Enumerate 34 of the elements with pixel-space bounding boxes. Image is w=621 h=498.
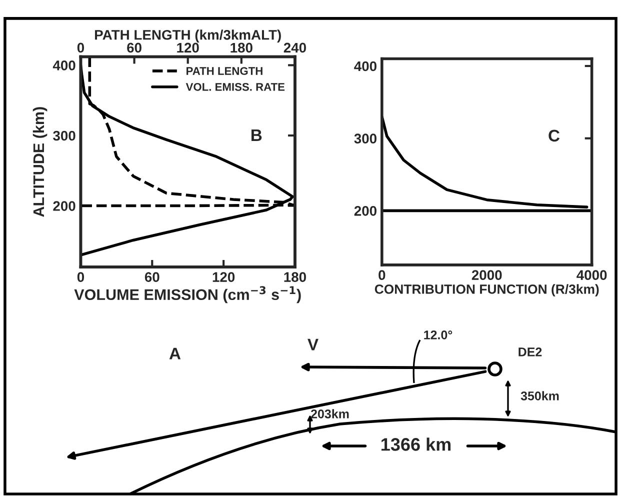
y-tick-label: 400 — [52, 60, 76, 70]
annotation: B — [252, 129, 262, 141]
y-tick-label: 400 — [354, 61, 376, 72]
text: 350km — [520, 391, 559, 400]
text: 203km — [310, 409, 349, 418]
x-tick-label: 0 — [378, 270, 386, 280]
x-tick-label: 60 — [144, 272, 160, 282]
legend-label: VOL. EMISS. RATE — [186, 82, 285, 91]
x2-tick-label: 240 — [284, 42, 306, 53]
x-tick-label: 0 — [77, 272, 84, 282]
y-tick-label: 200 — [354, 206, 376, 216]
y-tick-label: 300 — [354, 134, 376, 144]
y-tick-label: 200 — [53, 201, 76, 211]
x-tick-label: 180 — [284, 272, 306, 282]
x-tick-label: 120 — [212, 272, 235, 282]
y-axis-title: ALTITUDE (km) — [32, 107, 48, 217]
x2-tick-label: 180 — [230, 42, 252, 53]
line-series — [382, 115, 588, 208]
text: A — [169, 348, 181, 360]
text: DE2 — [518, 348, 542, 356]
legend-label: PATH LENGTH — [186, 67, 262, 75]
x-tick-label: 4000 — [576, 270, 607, 280]
x2-tick-label: 60 — [127, 42, 142, 53]
x2-tick-label: 120 — [177, 42, 199, 53]
x-axis-title: CONTRIBUTION FUNCTION (R/3km) — [374, 284, 599, 296]
x-tick-label: 2000 — [472, 270, 502, 280]
annotation: C — [548, 130, 560, 142]
text: 1366 km — [382, 438, 451, 451]
text: 12.0° — [424, 330, 452, 340]
x2-axis-title: PATH LENGTH (km/3kmALT) — [95, 30, 281, 43]
x2-tick-label: 0 — [77, 42, 84, 53]
text: V — [308, 338, 318, 350]
y-tick-label: 300 — [53, 130, 76, 141]
x-axis-title: VOLUME EMISSION (cm$^{−3}$ s$^{−1}$) — [74, 286, 301, 304]
